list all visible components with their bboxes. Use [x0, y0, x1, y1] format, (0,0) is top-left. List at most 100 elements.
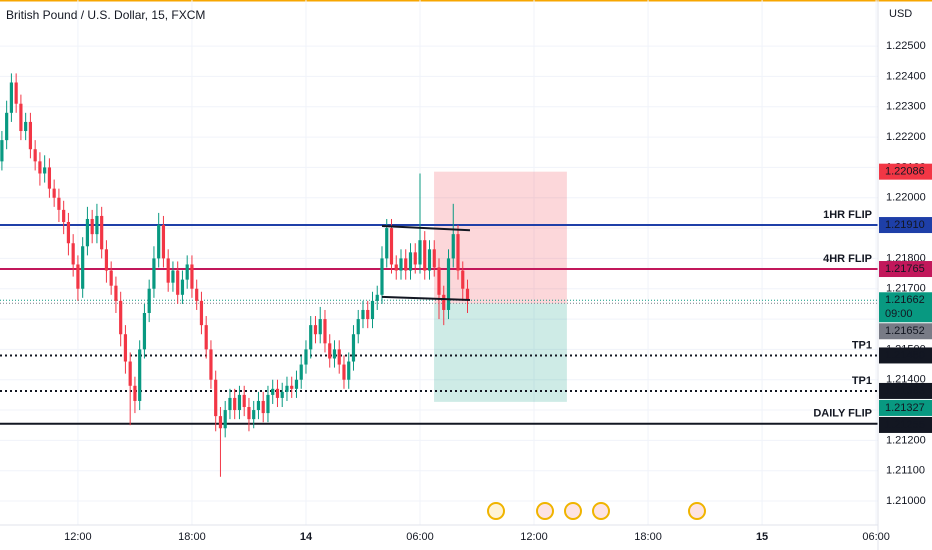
- candle-body: [461, 270, 465, 289]
- candle-body: [294, 379, 299, 389]
- candle-body: [47, 167, 52, 189]
- candle-body: [171, 270, 175, 283]
- candle-body: [119, 300, 123, 335]
- candle-body: [318, 319, 322, 335]
- event-icon[interactable]: [688, 502, 706, 520]
- price-tag: [879, 382, 932, 399]
- candle-body: [256, 400, 261, 411]
- level-label: TP1: [852, 339, 872, 351]
- candle-body: [351, 334, 356, 362]
- axis: 1.225001.224001.223001.222001.221001.220…: [64, 40, 932, 543]
- candle-body: [275, 388, 280, 398]
- candle-body: [442, 294, 446, 310]
- candle-body: [394, 264, 398, 271]
- candle-body: [128, 361, 132, 386]
- candle-body: [446, 258, 451, 310]
- event-icon[interactable]: [592, 502, 610, 520]
- level-label: 1HR FLIP: [823, 209, 872, 221]
- candle-body: [347, 361, 351, 380]
- position-target-zone: [434, 303, 567, 402]
- candle-body: [290, 385, 294, 389]
- candle-body: [133, 385, 137, 401]
- candle-body: [100, 215, 104, 250]
- event-icons: [487, 502, 706, 520]
- candle-body: [166, 258, 170, 283]
- candle-body: [214, 379, 218, 417]
- candle-body: [342, 364, 346, 380]
- x-tick-label: 06:00: [406, 531, 434, 543]
- candle-body: [76, 264, 80, 289]
- price-tag-label: 1.21327: [885, 402, 925, 414]
- candle-body: [332, 349, 337, 359]
- candle-body: [19, 103, 23, 132]
- candle-body: [399, 258, 403, 271]
- candle-body: [0, 140, 4, 162]
- level-label: TP1: [852, 375, 872, 387]
- price-tag-label: 1.21255: [885, 419, 925, 431]
- candle-body: [85, 218, 90, 247]
- y-tick-label: 1.22200: [886, 131, 926, 143]
- candle-body: [147, 288, 151, 313]
- candle-body: [408, 252, 413, 271]
- candle-body: [71, 243, 75, 265]
- event-icon[interactable]: [487, 502, 505, 520]
- price-tag-label: 1.21910: [885, 219, 925, 231]
- candle-body: [266, 394, 270, 414]
- y-tick-label: 1.21000: [886, 495, 926, 507]
- x-tick-label: 15: [756, 531, 768, 543]
- y-tick-label: 1.21100: [886, 465, 925, 477]
- candle-body: [261, 400, 265, 414]
- top-border: [0, 0, 932, 2]
- x-tick-label: 12:00: [64, 531, 92, 543]
- price-countdown: 09:00: [885, 308, 913, 320]
- candle-body: [385, 228, 389, 259]
- price-tag: [879, 323, 932, 340]
- candle-body: [280, 391, 284, 398]
- currency-label: USD: [889, 8, 912, 20]
- price-tag: [879, 261, 932, 278]
- candle-body: [123, 334, 128, 362]
- candle-body: [437, 267, 441, 295]
- candle-body: [465, 288, 470, 301]
- candle-body: [233, 397, 237, 411]
- candle-body: [242, 394, 246, 408]
- plot: 1HR FLIP 4HR FLIP TP1 TP1 DAILY FLIP: [0, 73, 878, 477]
- y-tick-label: 1.22500: [886, 40, 926, 52]
- candle-body: [138, 349, 142, 401]
- candle-body: [161, 225, 166, 259]
- candle-body: [195, 288, 199, 301]
- candle-body: [43, 167, 47, 174]
- x-tick-label: 06:00: [862, 531, 890, 543]
- trend-line: [381, 295, 471, 301]
- candle-body: [456, 234, 460, 271]
- candle-body: [309, 325, 313, 350]
- candle-body: [389, 228, 394, 265]
- candle-body: [9, 82, 14, 113]
- candle-body: [90, 218, 94, 235]
- candle-body: [209, 349, 213, 380]
- candle-body: [380, 258, 384, 295]
- candle-body: [237, 394, 242, 411]
- price-tag-label: 1.21765: [885, 263, 925, 275]
- event-icon[interactable]: [536, 502, 554, 520]
- price-tag: [879, 399, 932, 416]
- candle-body: [451, 234, 455, 259]
- candle-body: [252, 410, 256, 420]
- candle-body: [176, 270, 180, 295]
- position-stop-zone: [434, 171, 567, 304]
- x-tick-label: 12:00: [520, 531, 548, 543]
- trend-line: [381, 224, 471, 232]
- candle-body: [5, 112, 9, 141]
- event-icon[interactable]: [564, 502, 582, 520]
- candle-body: [423, 240, 427, 271]
- candle-body: [185, 264, 189, 280]
- candle-body: [223, 410, 227, 429]
- candle-body: [366, 309, 370, 320]
- candle-body: [28, 121, 33, 150]
- candle-body: [285, 385, 289, 392]
- price-tag-label: 1.21363: [885, 385, 925, 397]
- y-tick-label: 1.21200: [886, 434, 926, 446]
- candle-body: [57, 197, 61, 210]
- candle-body: [24, 121, 28, 132]
